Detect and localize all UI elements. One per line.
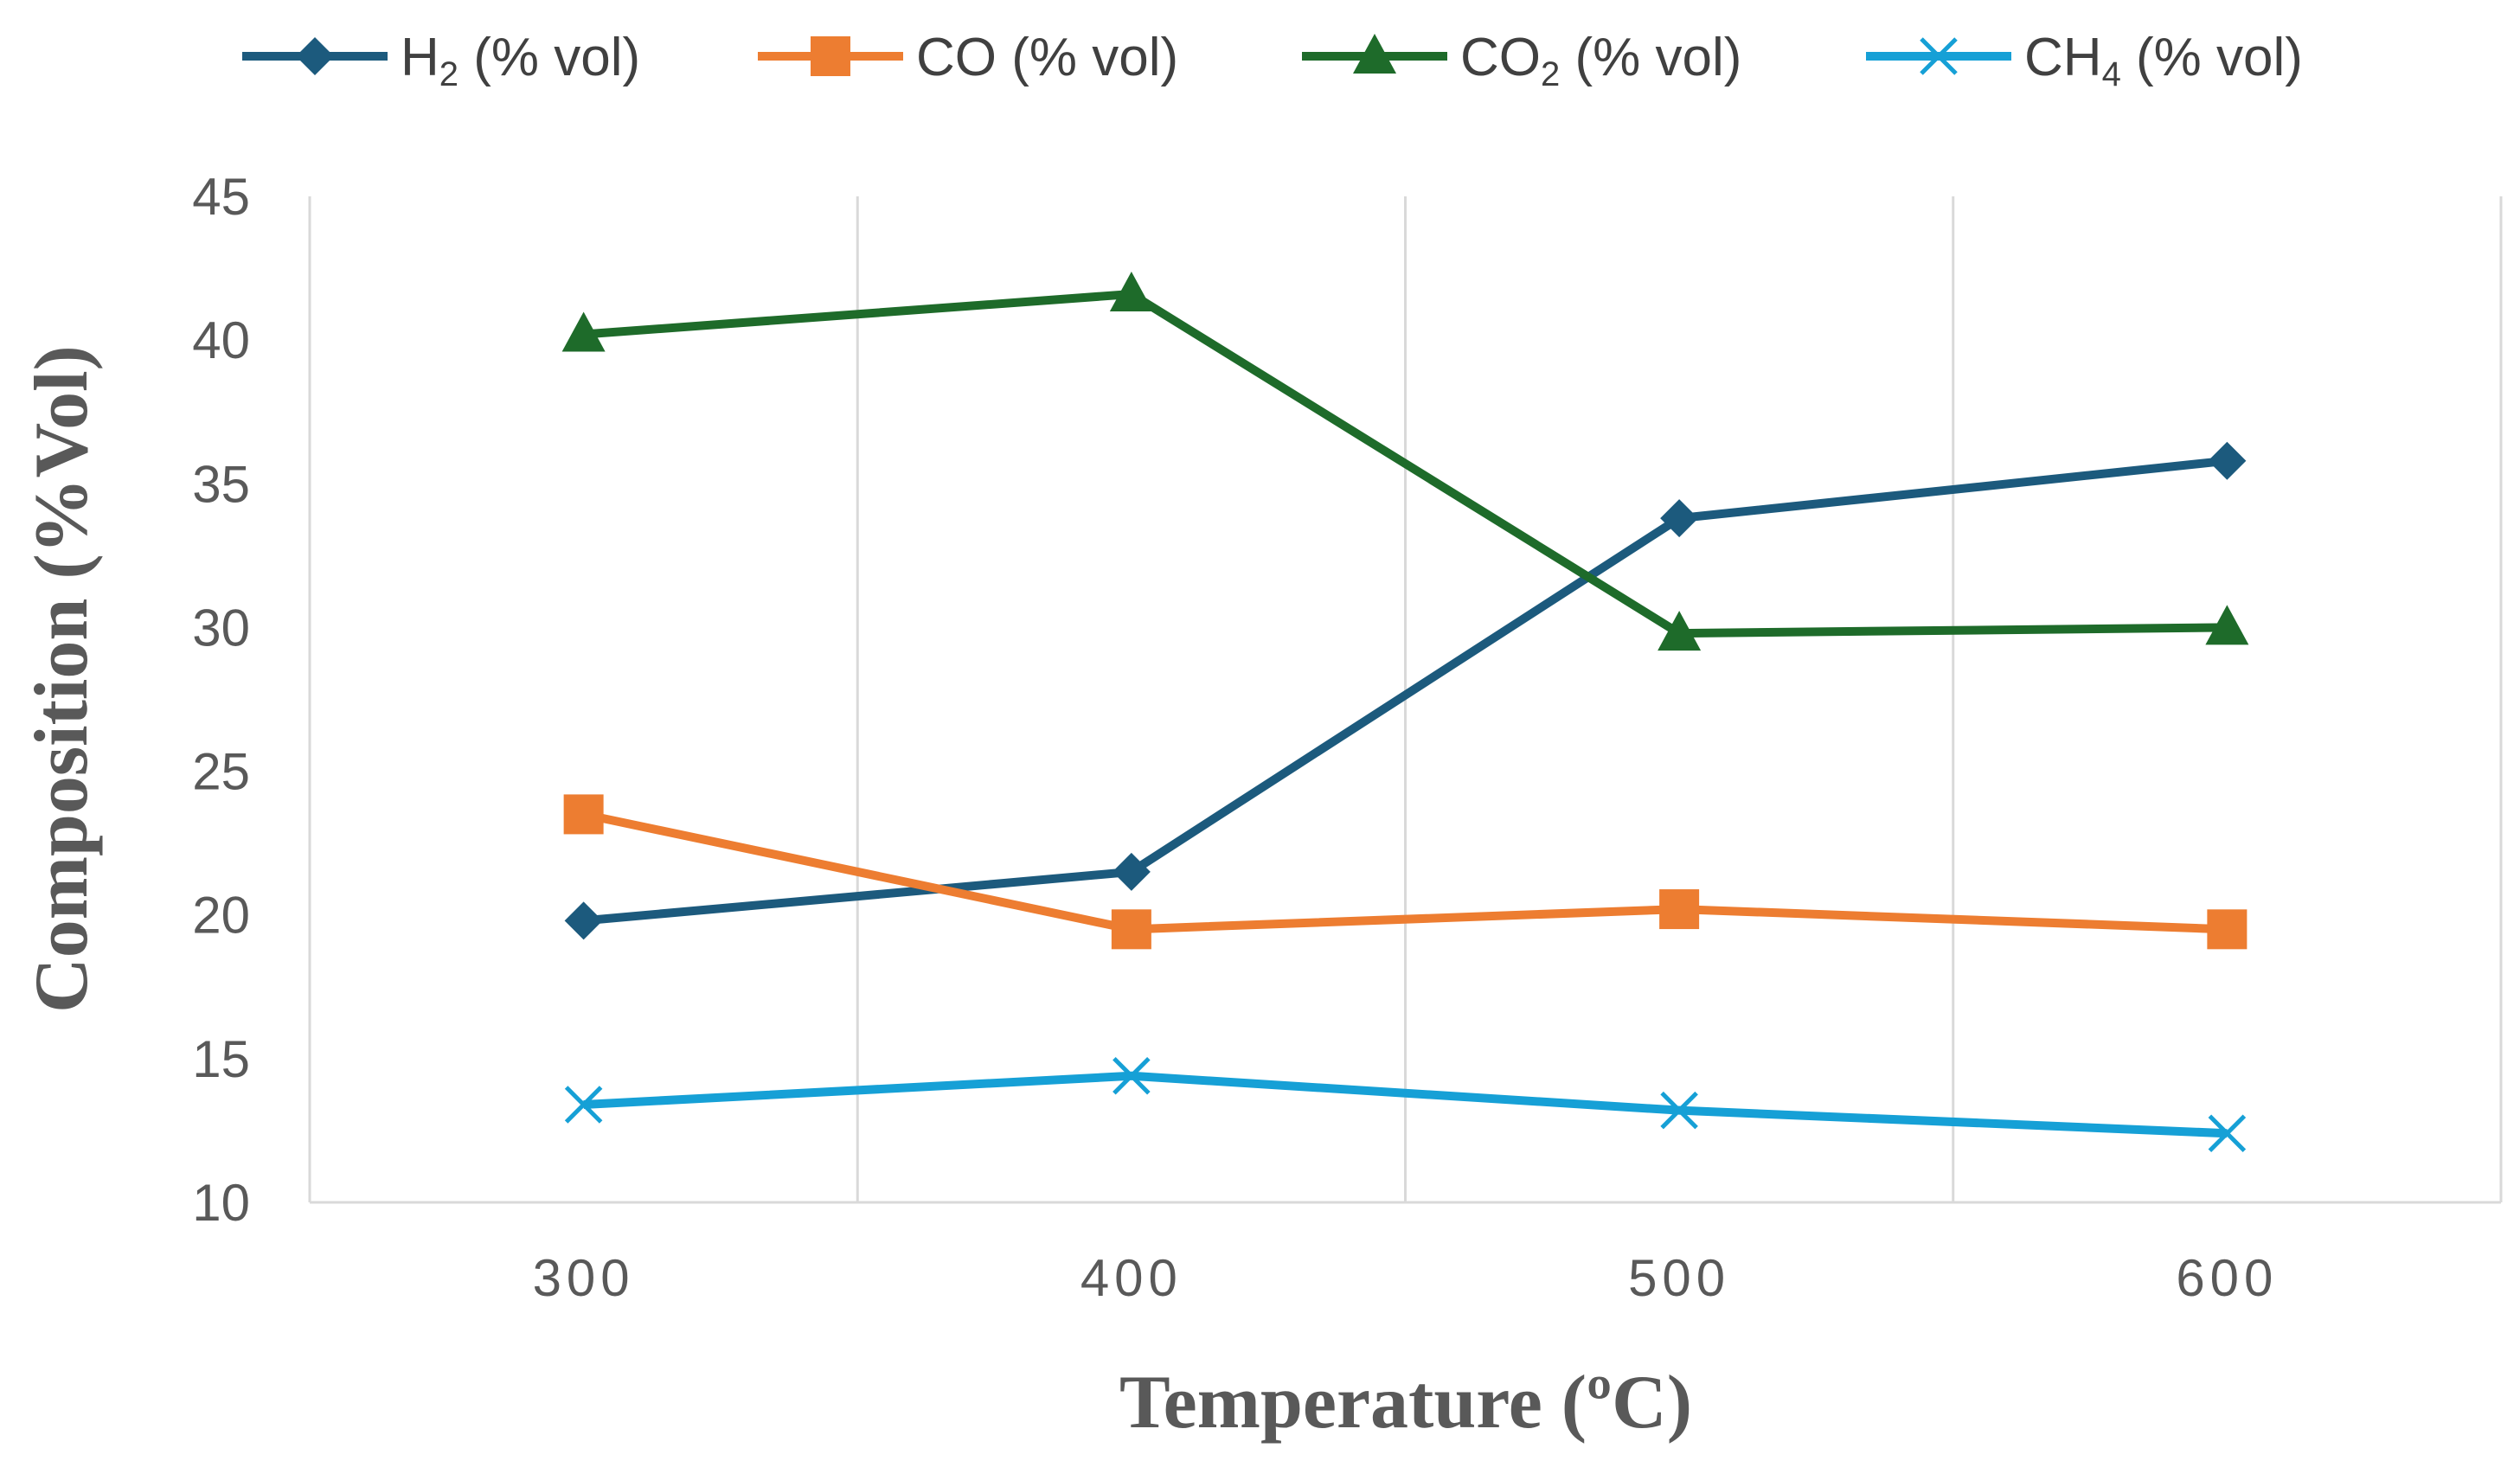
- y-tick-labels: 10 15 20 25 30 35 40 45: [192, 168, 250, 1232]
- series-line: [583, 456, 2228, 926]
- x-tick-label: 300: [533, 1249, 635, 1307]
- x-tick-labels: 300 400 500 600: [533, 1249, 2278, 1307]
- y-tick-label: 35: [192, 455, 250, 513]
- data-point-x: [564, 1086, 603, 1124]
- data-point-triangle: [2205, 605, 2249, 645]
- y-tick-label: 30: [192, 599, 250, 657]
- y-tick-label: 40: [192, 311, 250, 369]
- data-point-square: [563, 794, 604, 835]
- data-point-triangle: [1109, 271, 1153, 311]
- data-point-x: [1113, 1057, 1151, 1095]
- x-tick-label: 600: [2176, 1249, 2278, 1307]
- series-line: [582, 810, 2228, 934]
- legend-label: H2 (% vol): [401, 28, 640, 93]
- data-point-diamond: [1112, 852, 1151, 891]
- y-axis-title: Composition (%Vol): [20, 345, 104, 1013]
- grid: [308, 196, 2503, 1204]
- legend-item: CO2 (% vol): [1302, 28, 1741, 93]
- data-point-x: [1660, 1091, 1698, 1130]
- y-tick-label: 15: [192, 1030, 250, 1088]
- y-tick-label: 45: [192, 168, 250, 226]
- series-co2: [561, 271, 2249, 651]
- data-point-x: [2208, 1114, 2247, 1153]
- legend-marker-x: [1920, 37, 1958, 75]
- legend-marker-square: [811, 36, 850, 76]
- data-point-diamond: [1660, 499, 1699, 538]
- y-tick-label: 20: [192, 887, 250, 945]
- data-point-diamond: [564, 901, 603, 940]
- x-tick-label: 400: [1080, 1249, 1183, 1307]
- legend-item: CO (% vol): [758, 28, 1178, 87]
- data-point-triangle: [1658, 611, 1702, 651]
- data-point-square: [2207, 909, 2247, 950]
- series-h2: [564, 441, 2247, 940]
- data-point-square: [1111, 909, 1151, 950]
- series-co: [563, 794, 2247, 950]
- legend-marker-diamond: [296, 37, 334, 75]
- legend: H2 (% vol) CO (% vol) CO2 (% vol) CH4 (% vo…: [242, 28, 2303, 93]
- series-ch4: [564, 1057, 2247, 1153]
- series-line: [583, 1071, 2228, 1138]
- x-tick-label: 500: [1628, 1249, 1730, 1307]
- y-tick-label: 10: [192, 1174, 250, 1232]
- y-tick-label: 25: [192, 743, 250, 801]
- series-line: [583, 289, 2228, 638]
- legend-label: CH4 (% vol): [2024, 28, 2303, 93]
- legend-item: H2 (% vol): [242, 28, 640, 93]
- x-axis-title: Temperature (ºC): [1119, 1361, 1692, 1445]
- legend-item: CH4 (% vol): [1866, 28, 2303, 93]
- data-point-diamond: [2208, 441, 2247, 480]
- series-group: [561, 271, 2249, 1153]
- data-point-triangle: [561, 311, 606, 352]
- data-point-square: [1659, 889, 1700, 930]
- legend-label: CO (% vol): [916, 28, 1178, 87]
- legend-marker-triangle: [1353, 34, 1396, 74]
- legend-label: CO2 (% vol): [1460, 28, 1741, 93]
